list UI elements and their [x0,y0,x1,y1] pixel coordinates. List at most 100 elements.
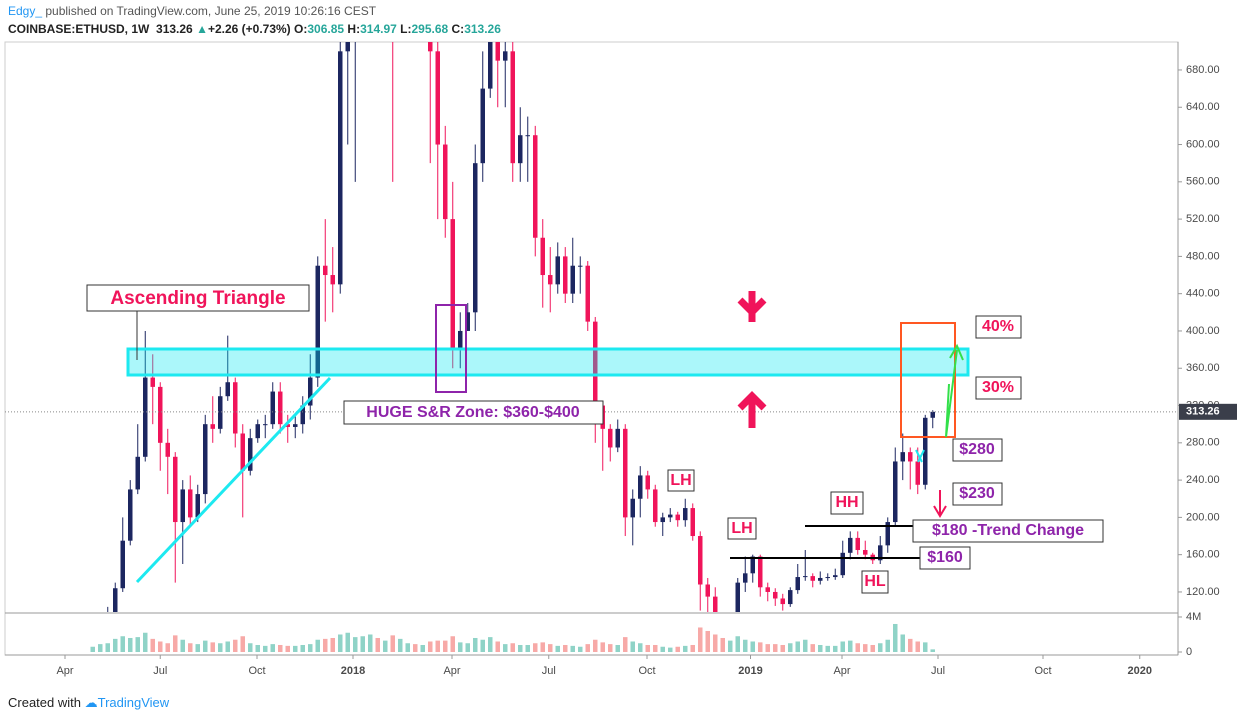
l-label: L: [400,22,412,36]
candle-body [315,265,320,378]
volume-bar [248,643,253,652]
volume-bar [203,640,208,652]
h-value: 314.97 [360,22,397,36]
candle-body [345,42,350,52]
green-arrow [945,343,964,438]
volume-bar [600,642,605,652]
last-price: 313.26 [156,22,193,36]
volume-bar [210,642,215,652]
volume-bar [435,640,440,652]
candle-body [923,417,928,485]
candle-body [278,391,283,425]
volume-bar [563,644,568,652]
volume-bar [720,637,725,652]
c-value: 313.26 [464,22,501,36]
box [86,284,310,312]
volume-bar [195,644,200,652]
volume-bar [98,644,103,652]
volume-bar [713,634,718,652]
candle-body [915,461,920,485]
volume-bar [278,644,283,652]
volume-bar [443,640,448,652]
volume-bar [923,642,928,652]
up-triangle: ▲ [196,22,208,36]
candle-body [803,576,808,578]
volume-bar [653,644,658,652]
candle-body [353,42,358,43]
volume-bar [390,635,395,652]
annotation: 40% [982,318,1014,335]
box [952,438,1003,462]
candle-body [743,573,748,583]
volume-bar [915,641,920,652]
volume-bar [555,645,560,652]
candle-body [218,396,223,429]
candle-body [173,456,178,523]
candle-body [158,386,163,443]
candle-body [150,377,155,387]
symbol-line: COINBASE:ETHUSD, 1W 313.26 ▲+2.26 (+0.73… [8,22,501,36]
candle-body [728,618,733,625]
volume-bar [105,643,110,652]
red-arrow [933,490,947,518]
candle-body [195,494,200,518]
candle-body [135,456,140,490]
annotation: $180 -Trend Change [932,522,1084,539]
candle-body [848,537,853,553]
candle-body [698,536,703,585]
y-tick-label: 520.00 [1186,213,1220,225]
volume-bar [270,644,275,652]
candle-body [548,275,553,285]
y-tick-label: 160.00 [1186,549,1220,561]
volume-bar [503,644,508,652]
volume-bar [698,627,703,652]
y-tick-label: 600.00 [1186,138,1220,150]
candle-body [518,135,523,164]
box [727,517,757,540]
c-label: C: [451,22,465,36]
candle-body [758,556,763,588]
candle-body [683,508,688,521]
author[interactable]: Edgy_ [8,4,43,18]
candle-body [578,265,583,267]
box [343,400,604,425]
candle-body [855,537,860,551]
volume-bar [173,635,178,652]
volume-bar [758,642,763,652]
volume-bar [300,644,305,652]
box [667,469,695,492]
x-tick-label: Oct [638,665,655,677]
up-arrow [737,391,767,428]
y-tick-label: 400.00 [1186,325,1220,337]
candle-body [863,550,868,555]
volume-bar [540,642,545,652]
candle-body [780,598,785,605]
brand[interactable]: TradingView [97,695,170,710]
volume-bar [465,643,470,652]
annotation: 30% [982,379,1014,396]
published: published on TradingView.com, June 25, 2… [42,4,377,18]
candle-body [210,424,215,429]
publish-line: Edgy_ published on TradingView.com, June… [8,4,376,18]
volume-bar [255,644,260,652]
candle-body [465,312,470,331]
volume-bar [608,644,613,652]
volume-bar [848,640,853,652]
volume-bar [728,640,733,652]
volume-bar [750,641,755,652]
candle-body [488,42,493,89]
candle-body [338,51,343,285]
volume-bar [458,642,463,652]
candle-body [113,588,118,612]
x-tick-label: Oct [1034,665,1051,677]
candle-body [735,582,740,612]
box [919,546,971,570]
tv-logo: ☁ [84,695,98,710]
candle-body [120,540,125,589]
volume-bar [323,638,328,652]
candle-body [623,428,628,518]
candle-body [435,51,440,145]
o-label: O: [294,22,308,36]
x-tick-label: 2018 [341,665,365,677]
